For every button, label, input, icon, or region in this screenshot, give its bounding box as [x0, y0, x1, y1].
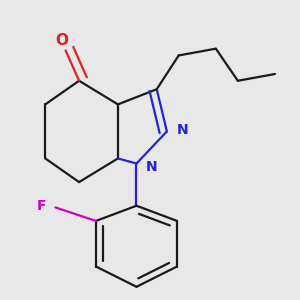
Text: N: N: [146, 160, 158, 174]
Text: O: O: [56, 33, 69, 48]
Text: N: N: [176, 123, 188, 137]
Text: F: F: [37, 199, 47, 213]
